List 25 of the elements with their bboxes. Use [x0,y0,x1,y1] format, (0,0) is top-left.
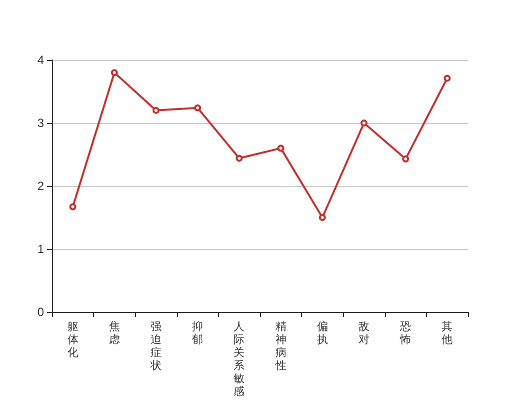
point [69,203,76,210]
x-tick-label: 精神病性 [274,320,286,372]
y-tick-label: 1 [37,242,44,256]
point [318,214,326,221]
point [236,154,243,162]
y-tick-label: 3 [37,116,44,130]
point [194,104,202,112]
x-tick-label: 人际关系敏感 [234,320,245,398]
x-tick-label: 抑郁 [192,320,204,346]
y-tick-label: 4 [37,53,44,67]
x-tick-label: 恐怖 [399,320,412,346]
y-tick-label: 0 [37,305,44,319]
x-tick-label: 焦虑 [108,320,120,346]
x-tick-label: 敌对 [358,320,370,346]
point [110,69,118,76]
x-tick-label: 其他 [442,320,453,346]
point [402,155,410,162]
point [152,106,160,114]
x-tick-label: 躯体化 [67,320,78,359]
x-tick-label: 强迫症状 [150,320,162,372]
y-tick-label: 2 [37,179,44,193]
point [444,74,451,82]
point [360,120,368,126]
x-tick-label: 偏执 [316,320,328,346]
point [277,144,284,152]
